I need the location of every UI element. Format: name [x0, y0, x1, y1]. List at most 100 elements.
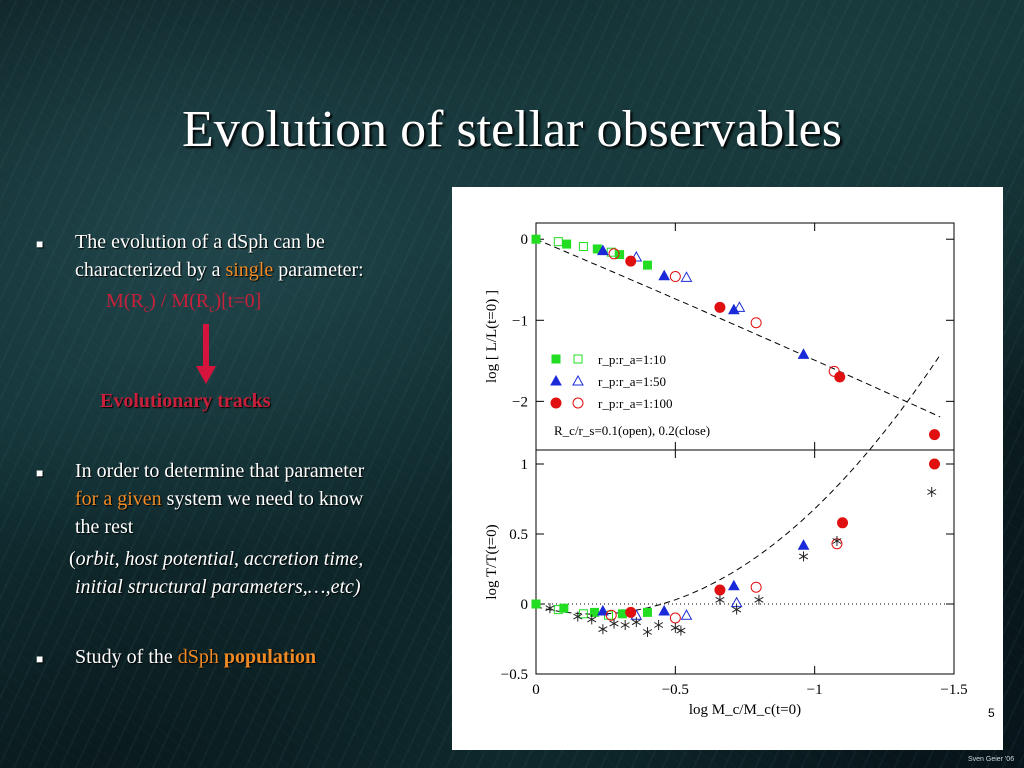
bullet-2-line1: In order to determine that parameter: [75, 460, 365, 482]
bottom-point-s1: [578, 609, 588, 619]
bottom-point-s2: [728, 579, 740, 591]
x-tick-label: −1.5: [940, 682, 967, 698]
top-point-s1: [553, 237, 563, 247]
down-arrow-icon: [196, 324, 216, 384]
formula-part2: ) / M(R: [149, 290, 210, 312]
top-point-s5: [669, 271, 681, 283]
legend-marker-filled: [550, 397, 562, 409]
legend-marker-open: [572, 397, 584, 409]
paren-open: (: [69, 548, 76, 570]
bullet-2-italic-line2: initial structural parameters,…,etc): [75, 576, 361, 598]
top-model-curve: [535, 238, 941, 418]
x-tick-label: −1: [807, 682, 823, 698]
formula-part1: M(R: [106, 290, 144, 312]
top-point-s2: [597, 244, 609, 256]
bottom-panel-ytick-label: 1: [521, 457, 529, 473]
bullet-2-italic-line1: orbit, host potential, accretion time,: [75, 548, 364, 570]
top-panel-ytick-label: −1: [512, 313, 528, 329]
bottom-point-s5: [605, 609, 617, 621]
bottom-point-s6: [620, 620, 630, 630]
highlight-single: single: [225, 259, 274, 281]
bottom-point-s6: [832, 536, 842, 546]
highlight-for-a-given: for a given: [75, 488, 162, 510]
formula-part3: )[t=0]: [214, 290, 262, 312]
bottom-point-s6: [715, 594, 725, 605]
top-point-s5: [608, 248, 620, 260]
bottom-point-s4: [714, 584, 726, 596]
bottom-point-s5: [750, 581, 762, 593]
legend-marker-open: [572, 374, 584, 386]
bottom-point-s6: [927, 487, 937, 497]
bottom-point-s2: [597, 604, 609, 616]
bottom-point-s6: [732, 604, 742, 615]
top-point-s1: [606, 247, 616, 257]
bottom-point-s5: [669, 612, 681, 624]
bottom-point-s4: [625, 606, 637, 618]
highlight-population: population: [223, 646, 317, 668]
bottom-point-s6: [798, 551, 809, 562]
bottom-point-s6: [676, 625, 686, 636]
top-y-axis-label: log [ L/L(t=0) ]: [484, 290, 500, 383]
bottom-point-s6: [642, 627, 653, 637]
top-point-s0: [642, 260, 652, 270]
legend-marker-filled: [551, 354, 561, 364]
legend-note: R_c/r_s=0.1(open), 0.2(close): [554, 423, 710, 438]
top-point-s5: [750, 317, 762, 329]
bullet-square-icon: ■: [36, 466, 44, 480]
top-point-s1: [578, 242, 588, 252]
top-point-s0: [531, 234, 541, 244]
bottom-point-s0: [531, 599, 541, 609]
bottom-point-s2: [658, 604, 671, 616]
x-tick-label: −0.5: [662, 682, 689, 698]
bottom-point-s0: [559, 603, 569, 613]
bottom-point-s6: [545, 603, 555, 614]
legend-entry: r_p:r_a=1:50: [598, 374, 666, 389]
signature: Sven Geier '06: [968, 756, 1015, 763]
legend-entry: r_p:r_a=1:10: [598, 352, 666, 367]
bottom-point-s6: [754, 594, 764, 605]
formula-mass-ratio: M(Rc) / M(Rc)[t=0]: [106, 290, 261, 316]
bullet-2-line3: the rest: [75, 516, 134, 538]
highlight-dsph: dSph: [177, 646, 219, 668]
bottom-panel-ytick-label: 0: [521, 597, 529, 613]
bottom-point-s6: [654, 620, 664, 630]
legend-marker-open: [573, 354, 583, 364]
bottom-panel-ytick-label: −0.5: [501, 667, 528, 683]
bullet-3-text: Study of the: [75, 646, 178, 668]
top-panel-ytick-label: 0: [521, 232, 529, 248]
bottom-point-s6: [631, 617, 641, 628]
bottom-y-axis-label: log T/T(t=0): [484, 524, 500, 599]
legend-marker-filled: [550, 374, 562, 386]
plot-frame: [535, 222, 955, 675]
evolutionary-tracks-label: Evolutionary tracks: [100, 390, 271, 412]
legend-entry: r_p:r_a=1:100: [598, 396, 672, 411]
figure-panel: 0 −1 −2 1 0.5 0 −0.5 0 −0.5 −1 −1.5 log M_c/M_c(t=0…: [452, 187, 1003, 750]
bottom-point-s1: [553, 605, 563, 615]
bullet-2-line2: system we need to know: [161, 488, 364, 510]
bottom-point-s6: [598, 624, 608, 635]
bottom-point-s6: [587, 614, 597, 625]
bottom-point-s2: [797, 539, 810, 550]
formula-sub1: c: [143, 301, 150, 315]
slide-title: Evolution of stellar observables: [182, 101, 842, 158]
top-point-s4: [714, 301, 726, 313]
bottom-point-s4: [928, 458, 940, 470]
top-point-s2: [658, 269, 671, 281]
bullet-1-line2: characterized by a: [75, 259, 226, 281]
top-point-s3: [680, 271, 693, 282]
bottom-point-s3: [680, 609, 693, 620]
bottom-point-s6: [670, 622, 680, 633]
bullet-1-line1: The evolution of a dSph can be: [75, 231, 325, 253]
bottom-point-s0: [642, 607, 652, 617]
bottom-panel-ytick-label: 0.5: [509, 527, 528, 543]
bottom-point-s6: [609, 618, 619, 629]
top-point-s4: [928, 429, 940, 441]
bottom-point-s0: [590, 607, 600, 617]
bullet-square-icon: ■: [36, 237, 44, 251]
x-tick-label: 0: [532, 682, 540, 698]
bottom-point-s6: [573, 611, 583, 622]
top-point-s0: [562, 239, 572, 249]
bottom-point-s4: [837, 517, 849, 529]
bottom-point-s0: [617, 609, 627, 619]
